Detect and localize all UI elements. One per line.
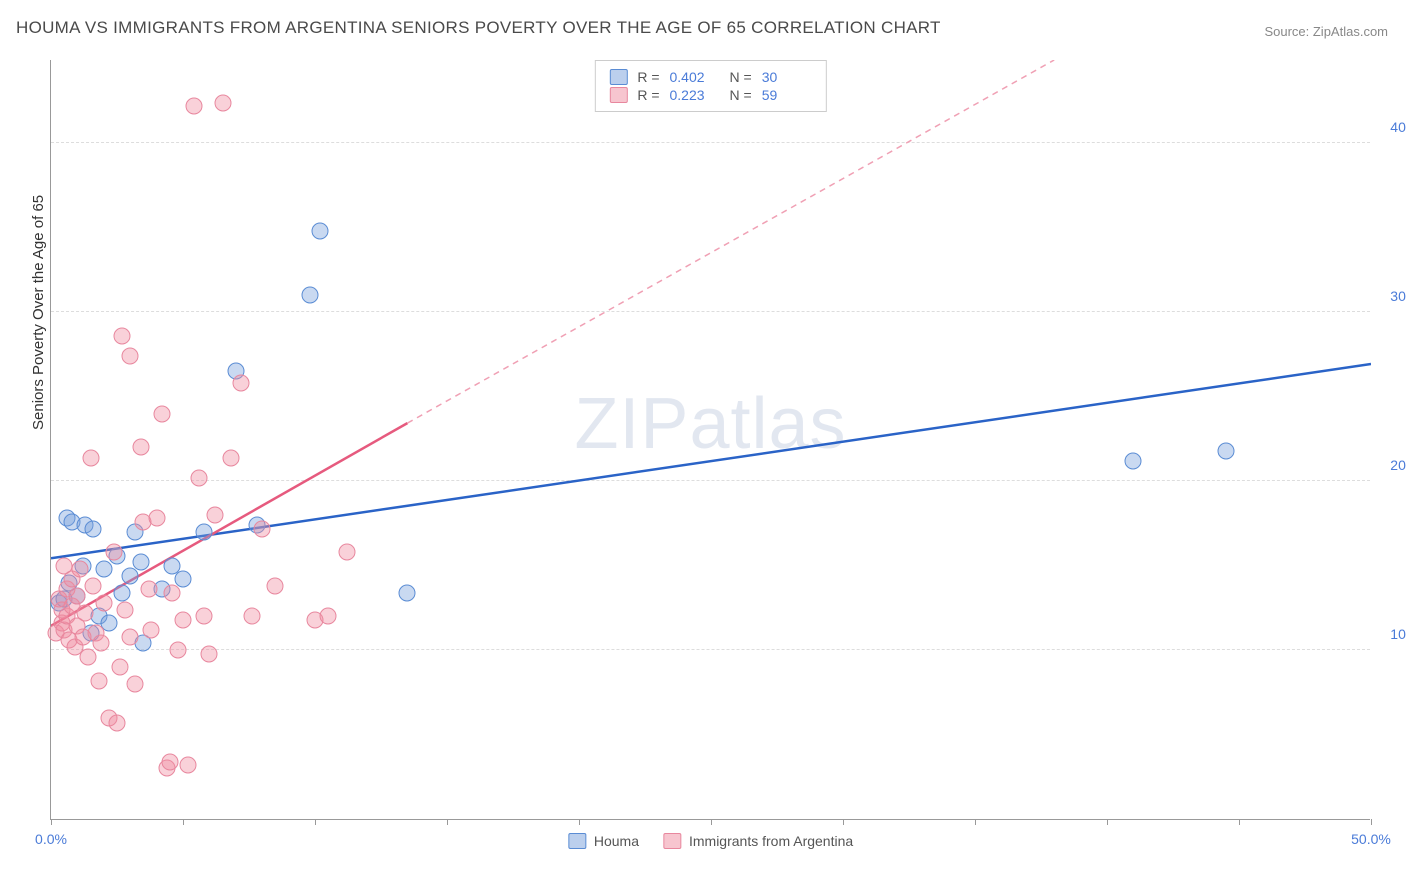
x-tick [183, 819, 184, 825]
y-axis-title: Seniors Poverty Over the Age of 65 [30, 195, 47, 430]
x-tick [579, 819, 580, 825]
data-point [116, 601, 133, 618]
swatch-blue [609, 69, 627, 85]
x-tick [1239, 819, 1240, 825]
r-label: R = [637, 69, 659, 85]
data-point [169, 642, 186, 659]
data-point [320, 608, 337, 625]
n-label: N = [730, 69, 752, 85]
data-point [143, 621, 160, 638]
data-point [127, 675, 144, 692]
data-point [196, 523, 213, 540]
n-value-pink: 59 [762, 87, 812, 103]
data-point [190, 469, 207, 486]
x-tick [1107, 819, 1108, 825]
swatch-blue [568, 833, 586, 849]
data-point [106, 544, 123, 561]
data-point [175, 611, 192, 628]
y-tick-label: 30.0% [1390, 288, 1406, 304]
data-point [201, 645, 218, 662]
swatch-pink [663, 833, 681, 849]
data-point [267, 577, 284, 594]
r-label: R = [637, 87, 659, 103]
data-point [79, 648, 96, 665]
data-point [132, 554, 149, 571]
data-point [338, 544, 355, 561]
data-point [95, 594, 112, 611]
x-tick-label: 50.0% [1351, 831, 1391, 847]
gridline-h [51, 311, 1370, 312]
data-point [85, 577, 102, 594]
y-tick-label: 40.0% [1390, 119, 1406, 135]
data-point [114, 327, 131, 344]
data-point [148, 510, 165, 527]
data-point [185, 98, 202, 115]
data-point [122, 628, 139, 645]
data-point [254, 520, 271, 537]
data-point [69, 588, 86, 605]
legend-item-houma: Houma [568, 833, 639, 849]
data-point [164, 584, 181, 601]
data-point [90, 672, 107, 689]
data-point [72, 561, 89, 578]
r-value-pink: 0.223 [670, 87, 720, 103]
legend-label: Houma [594, 833, 639, 849]
data-point [301, 287, 318, 304]
x-tick [51, 819, 52, 825]
data-point [85, 520, 102, 537]
trend-lines [51, 60, 1371, 820]
chart-title: HOUMA VS IMMIGRANTS FROM ARGENTINA SENIO… [16, 18, 941, 38]
r-value-blue: 0.402 [670, 69, 720, 85]
x-tick [843, 819, 844, 825]
y-tick-label: 20.0% [1390, 457, 1406, 473]
legend-label: Immigrants from Argentina [689, 833, 853, 849]
data-point [140, 581, 157, 598]
data-point [243, 608, 260, 625]
data-point [196, 608, 213, 625]
y-tick-label: 10.0% [1390, 626, 1406, 642]
n-label: N = [730, 87, 752, 103]
legend-row-pink: R = 0.223 N = 59 [609, 87, 811, 103]
data-point [180, 756, 197, 773]
x-tick [975, 819, 976, 825]
legend-row-blue: R = 0.402 N = 30 [609, 69, 811, 85]
data-point [1125, 452, 1142, 469]
data-point [233, 375, 250, 392]
data-point [132, 439, 149, 456]
data-point [214, 94, 231, 111]
data-point [153, 405, 170, 422]
x-tick-label: 0.0% [35, 831, 67, 847]
gridline-h [51, 480, 1370, 481]
data-point [93, 635, 110, 652]
correlation-legend: R = 0.402 N = 30 R = 0.223 N = 59 [594, 60, 826, 112]
gridline-h [51, 142, 1370, 143]
data-point [111, 659, 128, 676]
data-point [161, 753, 178, 770]
x-tick [1371, 819, 1372, 825]
n-value-blue: 30 [762, 69, 812, 85]
x-tick [711, 819, 712, 825]
data-point [77, 604, 94, 621]
series-legend: Houma Immigrants from Argentina [568, 833, 853, 849]
data-point [1217, 442, 1234, 459]
watermark: ZIPatlas [574, 383, 846, 465]
data-point [399, 584, 416, 601]
data-point [82, 449, 99, 466]
data-point [312, 223, 329, 240]
gridline-h [51, 649, 1370, 650]
x-tick [447, 819, 448, 825]
data-point [122, 348, 139, 365]
data-point [206, 507, 223, 524]
chart-plot-area: ZIPatlas R = 0.402 N = 30 R = 0.223 N = … [50, 60, 1370, 820]
data-point [114, 584, 131, 601]
x-tick [315, 819, 316, 825]
data-point [109, 714, 126, 731]
data-point [222, 449, 239, 466]
source-label: Source: ZipAtlas.com [1264, 24, 1388, 39]
data-point [95, 561, 112, 578]
legend-item-argentina: Immigrants from Argentina [663, 833, 853, 849]
swatch-pink [609, 87, 627, 103]
